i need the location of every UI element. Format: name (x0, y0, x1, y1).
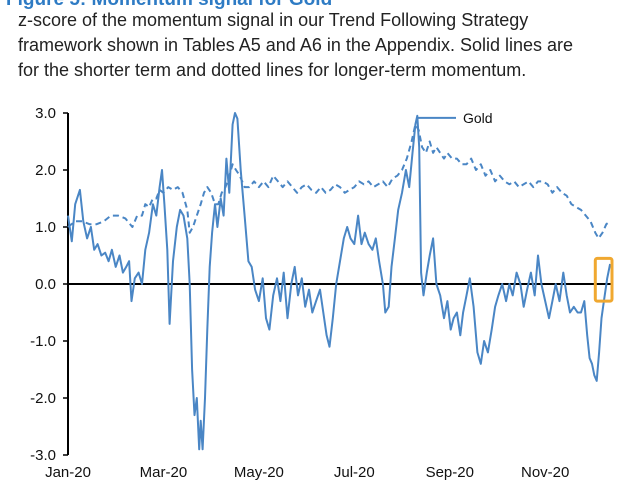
x-axis: Jan-20 Mar-20 May-20 Jul-20 Sep-20 Nov-20 (45, 283, 612, 481)
caption-line-3: for the shorter term and dotted lines fo… (18, 60, 527, 80)
caption-line-1: z-score of the momentum signal in our Tr… (18, 10, 529, 30)
y-tick-label: 3.0 (35, 105, 56, 122)
figure-title: Figure 5: Momentum signal for Gold (6, 0, 332, 11)
x-tick-label: Mar-20 (140, 464, 188, 481)
y-tick-label: 0.0 (35, 276, 56, 293)
x-tick-label: Sep-20 (426, 464, 474, 481)
y-axis: 3.0 2.0 1.0 0.0 -1.0 -2.0 -3.0 (30, 105, 69, 464)
y-tick-label: 1.0 (35, 219, 56, 236)
legend: Gold (417, 110, 493, 126)
x-tick-label: Jul-20 (334, 464, 375, 481)
x-tick-label: May-20 (234, 464, 284, 481)
series-line-gold (67, 112, 612, 451)
y-tick-label: 2.0 (35, 162, 56, 179)
chart-caption: z-score of the momentum signal in our Tr… (18, 8, 638, 83)
highlight-box (593, 256, 614, 303)
highlight (593, 256, 614, 303)
x-tick-label: Nov-20 (521, 464, 569, 481)
legend-label-gold: Gold (463, 110, 493, 126)
y-tick-label: -2.0 (30, 390, 56, 407)
y-tick-label: -3.0 (30, 447, 56, 464)
x-tick-label: Jan-20 (45, 464, 91, 481)
series-lines (67, 112, 612, 451)
y-tick-label: -1.0 (30, 333, 56, 350)
series-line-longer-term (67, 123, 611, 240)
caption-line-2: framework shown in Tables A5 and A6 in t… (18, 35, 574, 55)
